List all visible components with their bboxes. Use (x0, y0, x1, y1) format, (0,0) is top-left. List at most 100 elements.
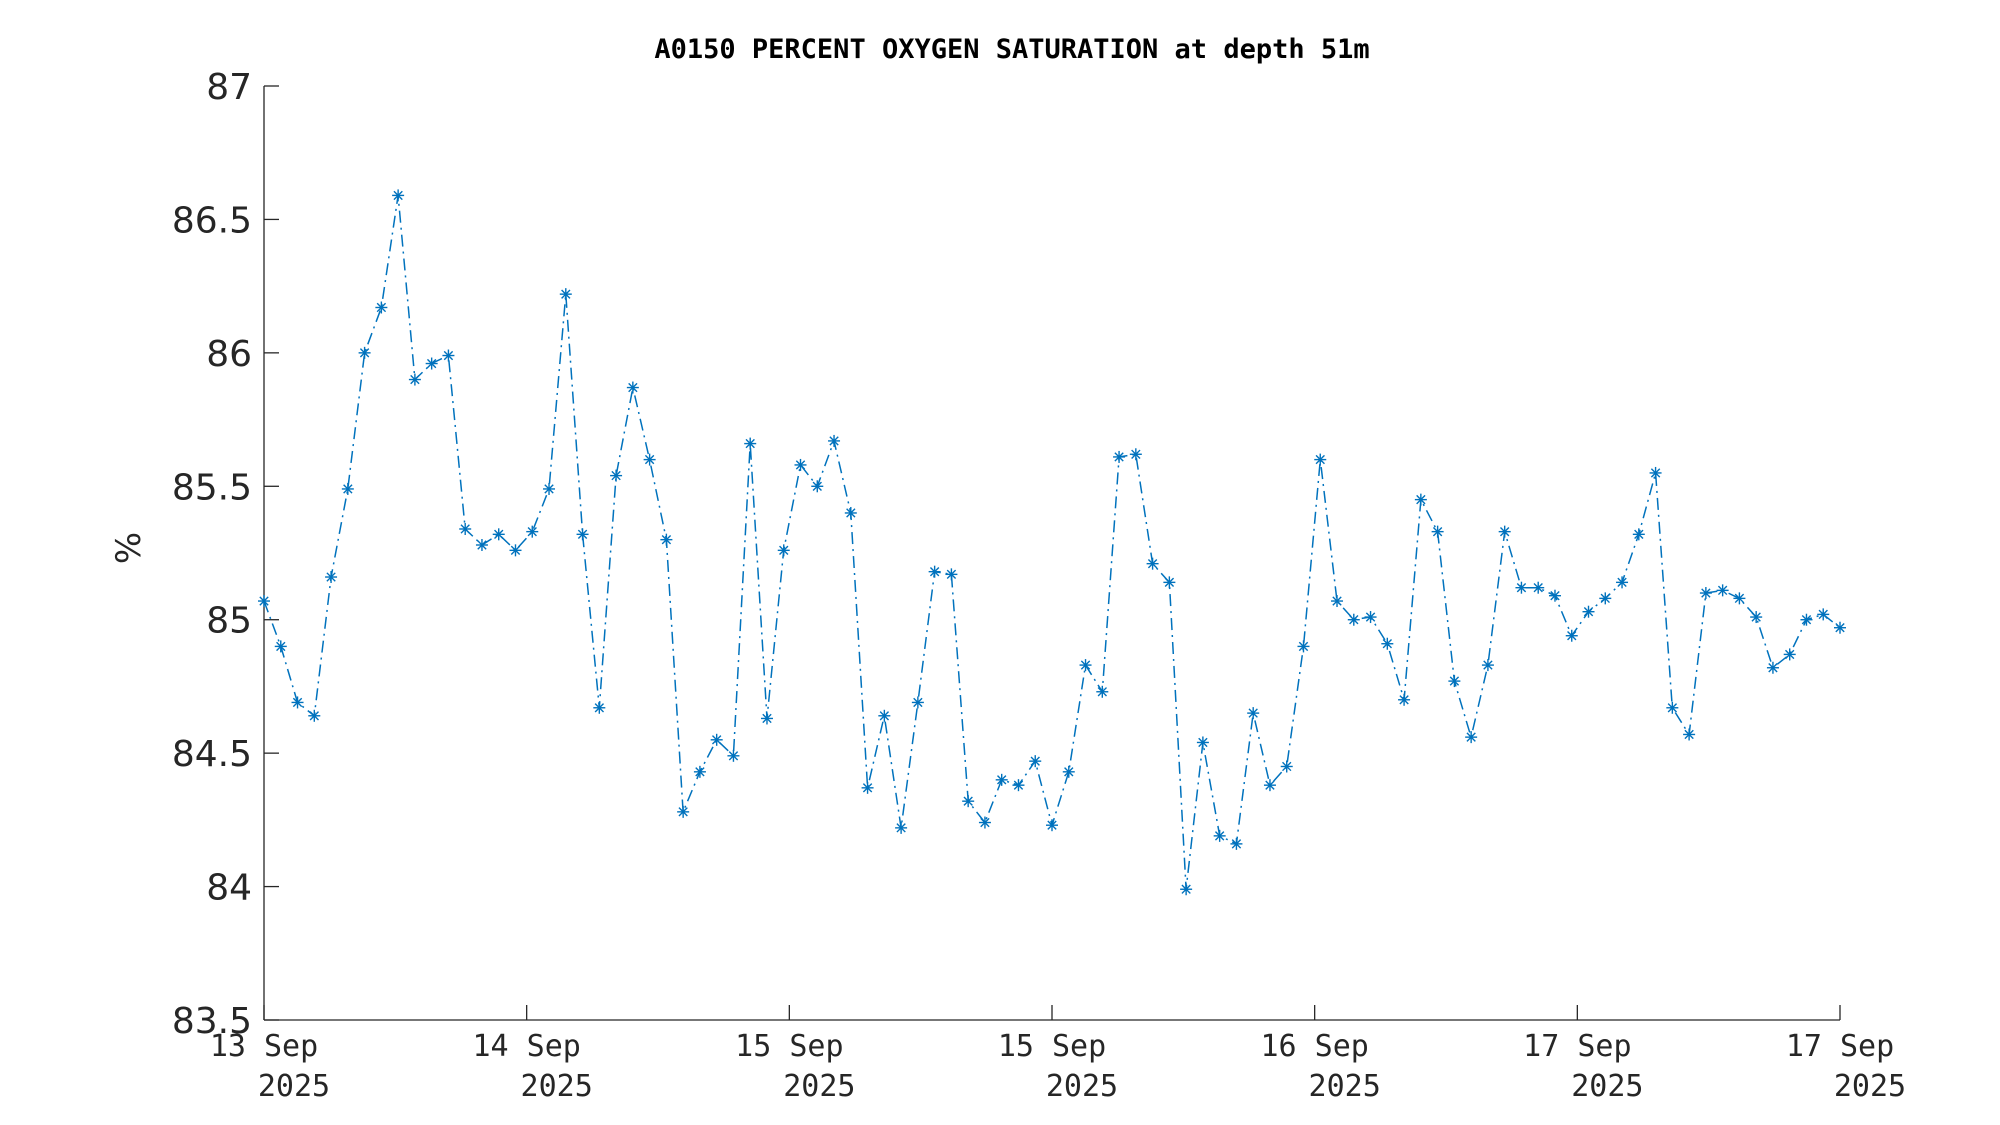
data-point (1280, 760, 1293, 773)
data-point (1431, 525, 1444, 538)
data-point (1163, 576, 1176, 589)
y-tick-label: 86.5 (172, 200, 252, 241)
data-point (492, 528, 505, 541)
data-point (945, 568, 958, 581)
y-tick-label: 84.5 (172, 734, 252, 775)
x-tick-label-date: 16 Sep (1260, 1029, 1368, 1064)
axes (263, 86, 1840, 1021)
x-tick-label-year: 2025 (258, 1069, 330, 1104)
data-point (509, 544, 522, 557)
data-point (291, 696, 304, 709)
data-point (1230, 837, 1243, 850)
data-point (844, 506, 857, 519)
data-point (811, 480, 824, 493)
data-point (1800, 613, 1813, 626)
data-point (408, 373, 421, 386)
x-tick-label-year: 2025 (1571, 1069, 1643, 1104)
data-point (677, 805, 690, 818)
data-point (593, 701, 606, 714)
y-tick-label: 85.5 (172, 467, 252, 508)
x-tick-label-date: 14 Sep (472, 1029, 580, 1064)
data-point (1247, 707, 1260, 720)
data-point (1398, 693, 1411, 706)
data-point (274, 640, 287, 653)
data-point (978, 816, 991, 829)
data-point (341, 482, 354, 495)
data-point (828, 434, 841, 447)
x-tick-label-date: 15 Sep (998, 1029, 1106, 1064)
x-tick-label-year: 2025 (521, 1069, 593, 1104)
data-point (1649, 466, 1662, 479)
data-point (475, 538, 488, 551)
data-point (1113, 450, 1126, 463)
data-point (962, 795, 975, 808)
data-point (861, 781, 874, 794)
data-point (1297, 640, 1310, 653)
x-tick-label-year: 2025 (1309, 1069, 1381, 1104)
data-point (1834, 621, 1846, 634)
data-point (693, 765, 706, 778)
data-point (325, 571, 338, 584)
series-markers (258, 189, 1846, 896)
data-point (1465, 731, 1478, 744)
data-point (1364, 611, 1377, 624)
data-point (1750, 611, 1763, 624)
data-point (1012, 779, 1025, 792)
data-point (1046, 819, 1058, 832)
data-point (1096, 685, 1109, 698)
x-tick-label-year: 2025 (783, 1069, 855, 1104)
x-tick-label-date: 13 Sep (210, 1029, 318, 1064)
y-tick-label: 84 (206, 868, 252, 909)
y-axis-label: % (109, 532, 149, 564)
data-point (1079, 659, 1092, 672)
data-point (1331, 595, 1344, 608)
data-point (1766, 661, 1779, 674)
data-point (1733, 592, 1746, 605)
data-point (1481, 659, 1494, 672)
data-point (1347, 613, 1360, 626)
data-point (1683, 728, 1696, 741)
data-point (610, 469, 623, 482)
series-line (263, 195, 1841, 890)
y-axis-ticks: 83.5 84 84.5 85 85.5 86 86.5 87 (172, 67, 279, 1042)
data-point (1632, 528, 1645, 541)
data-point (526, 525, 539, 538)
data-point (1783, 648, 1796, 661)
data-point (895, 821, 908, 834)
data-point (1314, 453, 1327, 466)
data-point (459, 522, 472, 535)
data-point (1180, 883, 1193, 896)
data-point (1582, 605, 1595, 618)
data-point (543, 482, 556, 495)
data-point (1213, 829, 1226, 842)
data-point (1515, 581, 1528, 594)
data-point (258, 595, 270, 608)
data-point (760, 712, 773, 725)
data-point (442, 349, 455, 362)
data-point (358, 346, 371, 359)
data-point (1599, 592, 1612, 605)
data-point (1381, 637, 1394, 650)
data-point (1414, 493, 1427, 506)
data-point (1196, 736, 1209, 749)
data-point (576, 528, 589, 541)
chart-title: A0150 PERCENT OXYGEN SATURATION at depth… (654, 34, 1369, 65)
data-point (1532, 581, 1545, 594)
y-tick-label: 83.5 (172, 1001, 252, 1042)
data-point (1616, 576, 1629, 589)
data-point (995, 773, 1008, 786)
x-tick-label-year: 2025 (1046, 1069, 1118, 1104)
data-point (626, 381, 639, 394)
data-point (911, 696, 924, 709)
data-point (1448, 675, 1461, 688)
data-point (1817, 608, 1830, 621)
data-point (1029, 755, 1042, 768)
x-tick-label-date: 17 Sep (1786, 1029, 1894, 1064)
y-tick-label: 87 (206, 67, 252, 108)
data-point (425, 357, 438, 370)
data-point (777, 544, 790, 557)
data-point (308, 709, 321, 722)
x-axis-ticks: 13 Sep 2025 14 Sep 2025 15 Sep 2025 15 Sep 2025… (210, 1005, 1906, 1104)
data-point (1263, 779, 1276, 792)
